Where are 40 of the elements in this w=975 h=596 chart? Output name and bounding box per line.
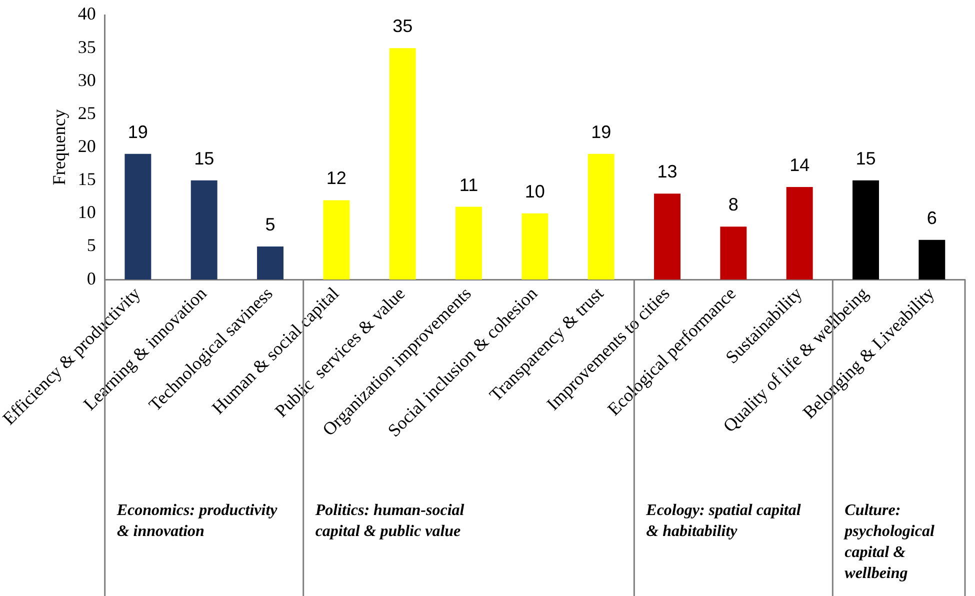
data-label: 13 [657,162,678,182]
y-tick-label: 15 [78,169,96,190]
data-label: 8 [728,194,738,215]
bar [124,154,152,280]
data-label: 19 [591,122,612,142]
y-tick-label: 5 [86,235,96,256]
y-tick-label: 40 [78,4,96,24]
data-label: 19 [128,122,148,142]
text: Economics: productivity & innovation [116,501,278,542]
bar [323,200,350,280]
y-tick-label: 35 [78,36,96,57]
y-tick-label: 10 [78,202,96,222]
bar [522,213,548,280]
bar [257,246,284,280]
data-label: 11 [459,174,478,195]
bar [918,240,946,280]
bar [456,206,482,280]
text: Ecology: spatial capital & habitability [646,501,802,542]
y-tick-label: 30 [78,70,96,90]
text: Culture: psychological capital & wellbeing [844,501,936,584]
bar [190,180,218,280]
data-label: 15 [194,148,214,168]
data-label: 6 [926,208,937,228]
data-label: 10 [524,181,545,202]
text: Politics: human-social capital & public value [315,501,466,542]
data-label: 12 [326,168,346,188]
bar [588,154,614,280]
y-tick-label: 0 [86,268,96,288]
data-label: 5 [265,214,276,234]
bar [654,194,680,280]
y-tick-label: 25 [78,102,96,123]
y-axis-title: Frequency [48,109,69,186]
y-tick-label: 20 [78,136,96,156]
data-label: 15 [856,148,876,168]
data-label: 35 [392,16,413,36]
bar [786,186,813,280]
bar [852,180,879,280]
bar [389,48,416,280]
bar [720,226,747,280]
data-label: 14 [790,154,810,175]
